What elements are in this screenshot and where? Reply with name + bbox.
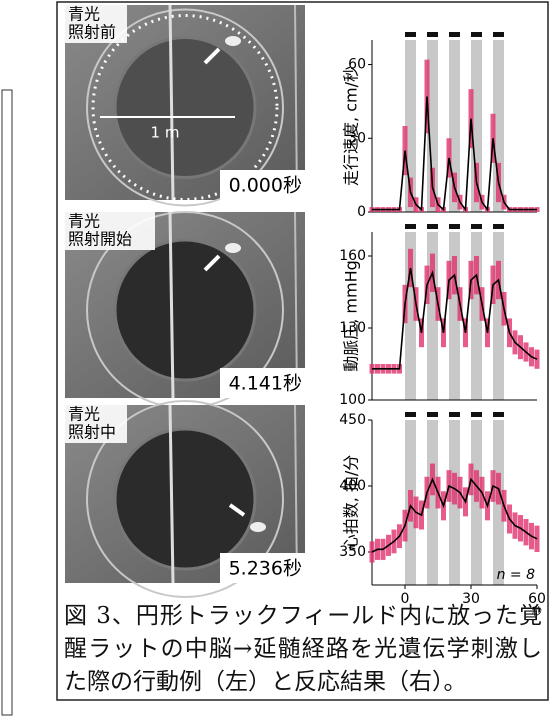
photo-time: 4.141秒 [229,373,302,395]
page: 1 m青光照射前0.000秒青光照射開始4.141秒青光照射中5.236秒030… [0,0,559,720]
side-frame [2,90,12,715]
photo-time: 5.236秒 [229,558,302,580]
photo-label: 青光 [68,5,100,24]
y-axis-label: 走行速度, cm/秒 [342,66,361,186]
track-inner [115,429,255,569]
stim-bar [471,412,482,417]
track-inner [115,240,255,380]
y-axis-label: 動脈圧, mmHg [342,260,361,372]
photo-label: 照射中 [68,423,116,442]
stim-bar [405,224,416,229]
y-axis-label: 心拍数, 拍/分 [342,455,361,551]
scale-label: 1 m [151,124,180,142]
y-tick-label: 100 [339,392,366,408]
track-inner [115,38,255,178]
stim-bar [493,412,504,417]
photo-time: 0.000秒 [229,175,302,197]
y-tick-label: 0 [357,204,366,220]
stim-bar [493,32,504,37]
photo-label: 照射開始 [68,230,132,249]
stim-bar [449,32,460,37]
photo-label: 照射前 [68,23,116,42]
rat [225,36,241,46]
stim-bar [405,32,416,37]
rat [250,522,266,532]
stim-bar [449,412,460,417]
stim-bar [493,224,504,229]
caption: 図 3、円形トラックフィールド内に放った覚醒ラットの中脳→延髄経路を光遺伝学刺激… [64,600,542,699]
annotation: n = 8 [497,567,536,583]
stim-bar [427,32,438,37]
stim-bar [471,224,482,229]
y-tick-label: 450 [339,412,366,428]
stim-bar [405,412,416,417]
stim-bar [427,412,438,417]
stim-bar [471,32,482,37]
rat [225,243,241,253]
photo-label: 青光 [68,405,100,424]
stim-bar [427,224,438,229]
stim-bar [449,224,460,229]
photo-label: 青光 [68,212,100,231]
